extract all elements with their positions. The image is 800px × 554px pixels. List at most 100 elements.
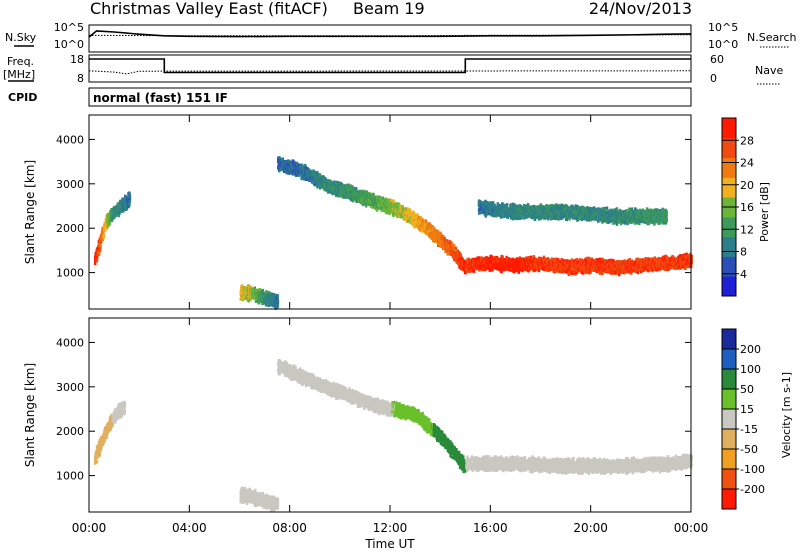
data-cell	[304, 163, 307, 168]
data-cell	[121, 205, 124, 209]
data-cell	[372, 196, 376, 200]
nsky-tick-bottom: 10^0	[54, 38, 84, 51]
data-cell	[99, 245, 102, 250]
data-cell	[99, 248, 102, 252]
data-cell	[496, 266, 500, 270]
data-cell	[99, 244, 102, 248]
data-cell	[491, 268, 494, 272]
data-cell	[317, 173, 321, 177]
data-cell	[383, 206, 387, 210]
data-cell	[407, 219, 411, 223]
data-cell	[355, 187, 358, 191]
data-cell	[450, 241, 453, 245]
data-cell	[573, 261, 576, 265]
data-cell	[387, 200, 391, 204]
data-cell	[95, 258, 99, 262]
data-cell	[110, 218, 114, 223]
data-cell	[591, 268, 594, 272]
data-cell	[440, 233, 443, 237]
date-title: 24/Nov/2013	[589, 0, 692, 18]
data-cell	[291, 160, 295, 164]
data-cell	[118, 204, 121, 208]
data-cell	[313, 179, 316, 183]
data-cell	[276, 304, 280, 308]
data-cell	[574, 262, 578, 266]
data-cell	[340, 183, 344, 187]
data-cell	[251, 287, 255, 291]
data-cell	[525, 256, 528, 260]
data-cell	[385, 207, 388, 211]
data-cell	[432, 231, 436, 235]
data-cell	[504, 263, 508, 267]
data-cell	[303, 173, 306, 177]
cpid-label: CPID	[8, 91, 37, 104]
nsky-label: N.Sky	[5, 31, 37, 44]
data-cell	[509, 268, 512, 272]
data-cell	[338, 188, 341, 192]
data-cell	[365, 204, 368, 208]
data-cell	[513, 268, 516, 272]
data-cell	[330, 181, 333, 185]
data-cell	[536, 267, 539, 271]
data-cell	[458, 251, 461, 255]
data-cell	[426, 227, 429, 231]
data-cell	[459, 254, 463, 259]
data-cell	[128, 193, 132, 197]
search-noise-panel	[88, 24, 692, 53]
data-cell	[385, 197, 388, 201]
data-cell	[489, 264, 492, 268]
data-cell	[319, 186, 322, 190]
frequency-series-line	[89, 58, 691, 74]
data-cell	[560, 268, 563, 272]
data-cell	[532, 255, 536, 259]
data-cell	[477, 258, 480, 262]
data-cell	[372, 192, 375, 197]
data-cell	[489, 261, 492, 265]
data-cell	[106, 218, 109, 222]
nsearch-tick-bottom: 10^0	[708, 38, 738, 51]
data-cell	[432, 226, 436, 230]
freq-tick-top: 18	[70, 53, 84, 66]
data-cell	[405, 219, 408, 223]
data-cell	[601, 271, 604, 276]
data-cell	[328, 179, 331, 183]
data-cell	[458, 265, 461, 269]
data-cell	[121, 197, 125, 201]
data-cell	[240, 289, 243, 293]
data-cell	[579, 266, 583, 270]
data-cell	[523, 258, 526, 262]
data-cell	[428, 225, 431, 229]
data-cell	[291, 166, 294, 170]
data-cell	[589, 270, 592, 274]
data-cell	[289, 168, 292, 173]
data-cell	[419, 215, 423, 220]
data-cell	[431, 226, 434, 230]
data-cell	[532, 269, 536, 273]
data-cell	[574, 272, 577, 276]
data-cell	[439, 240, 442, 244]
data-cell	[551, 267, 555, 272]
data-cell	[494, 264, 498, 268]
data-cell	[114, 205, 117, 209]
data-cell	[428, 227, 432, 231]
data-cell	[534, 268, 537, 272]
data-cell	[335, 180, 338, 184]
data-cell	[578, 269, 582, 273]
data-cell	[451, 243, 454, 247]
nsky-tick-top: 10^5	[54, 21, 84, 34]
data-cell	[567, 272, 571, 276]
data-cell	[526, 265, 530, 269]
data-cell	[281, 157, 285, 161]
data-cell	[288, 160, 291, 164]
data-cell	[417, 215, 421, 220]
data-cell	[245, 291, 248, 295]
data-cell	[388, 198, 391, 202]
data-cell	[412, 210, 415, 214]
data-cell	[339, 181, 342, 185]
data-cell	[416, 213, 419, 217]
data-cell	[296, 163, 299, 167]
data-cell	[488, 268, 491, 272]
data-cell	[349, 184, 352, 188]
